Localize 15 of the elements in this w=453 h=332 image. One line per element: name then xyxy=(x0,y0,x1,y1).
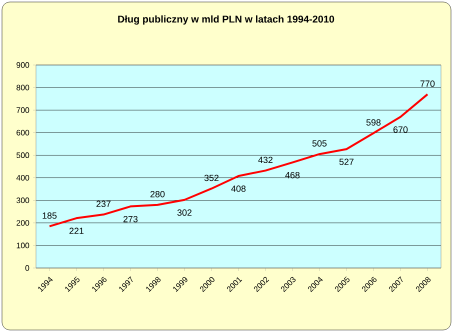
data-label: 432 xyxy=(258,156,273,164)
data-label: 237 xyxy=(96,200,111,208)
data-label: 527 xyxy=(339,158,354,166)
data-label: 185 xyxy=(42,212,57,219)
data-label: 408 xyxy=(231,185,246,192)
chart-title: Dług publiczny w mld PLN w latach 1994-2010 xyxy=(118,15,334,25)
data-label: 280 xyxy=(150,190,165,198)
data-label: 221 xyxy=(69,228,84,234)
data-label: 598 xyxy=(366,119,381,126)
data-label: 670 xyxy=(393,126,408,133)
data-label: 302 xyxy=(177,209,192,216)
data-label: 468 xyxy=(285,172,300,178)
data-label: 505 xyxy=(312,140,327,147)
data-label: 273 xyxy=(123,216,138,222)
data-label: 770 xyxy=(420,80,435,87)
